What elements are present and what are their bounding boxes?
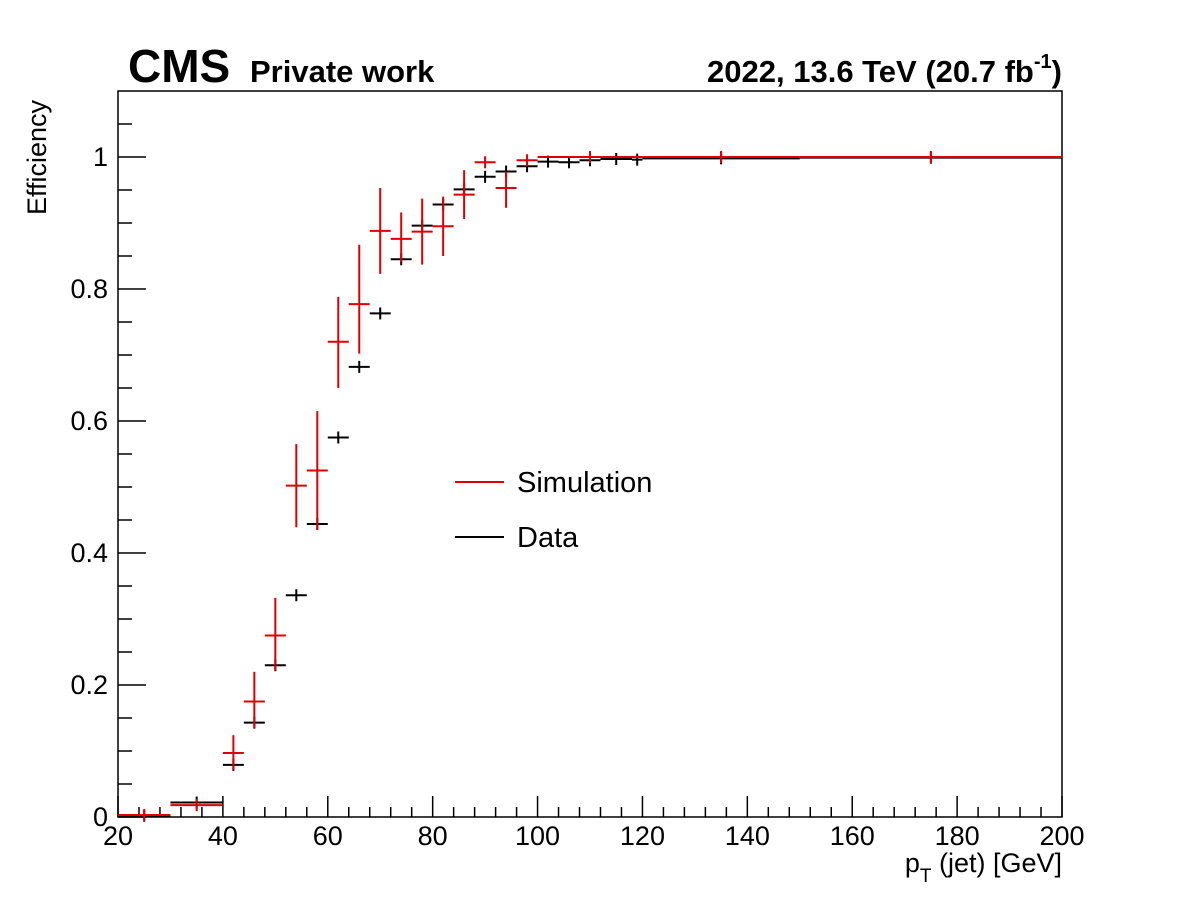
x-axis-label-main: p bbox=[905, 848, 920, 878]
data-point bbox=[285, 444, 307, 528]
y-tick-label: 0.8 bbox=[70, 274, 108, 304]
data-point bbox=[642, 151, 800, 163]
y-tick-label: 0 bbox=[93, 802, 108, 832]
x-tick-label: 160 bbox=[830, 821, 875, 851]
data-point bbox=[306, 411, 328, 530]
x-axis-label-sub: T bbox=[920, 866, 932, 887]
data-point bbox=[170, 799, 223, 812]
x-tick-label: 120 bbox=[620, 821, 665, 851]
legend-label-data: Data bbox=[517, 522, 579, 554]
lumi-text: 2022, 13.6 TeV (20.7 fb bbox=[707, 54, 1034, 89]
lumi-close: ) bbox=[1052, 54, 1062, 89]
x-tick-label: 180 bbox=[935, 821, 980, 851]
data-point bbox=[369, 307, 391, 320]
x-tick-label: 100 bbox=[515, 821, 560, 851]
legend-label-simulation: Simulation bbox=[517, 467, 652, 499]
data-point bbox=[327, 431, 349, 444]
x-tick-label: 40 bbox=[208, 821, 238, 851]
extra-text-label: Private work bbox=[250, 54, 435, 89]
data-point bbox=[264, 597, 286, 671]
data-point bbox=[369, 188, 391, 274]
y-axis-label: Efficiency bbox=[22, 99, 52, 215]
data-point bbox=[432, 196, 454, 256]
x-axis-label-rest: (jet) [GeV] bbox=[931, 848, 1062, 878]
lumi-exponent: -1 bbox=[1034, 51, 1052, 73]
legend: Simulation Data bbox=[455, 467, 652, 554]
x-tick-label: 60 bbox=[313, 821, 343, 851]
data-point bbox=[327, 296, 349, 388]
data-point bbox=[453, 170, 475, 220]
data-point bbox=[474, 156, 496, 169]
x-tick-label: 200 bbox=[1039, 821, 1084, 851]
y-tick-label: 0.2 bbox=[70, 670, 108, 700]
x-axis-label: pT (jet) [GeV] bbox=[905, 848, 1062, 887]
data-point bbox=[495, 171, 517, 208]
data-point bbox=[285, 589, 307, 602]
data-point bbox=[411, 198, 433, 265]
data-point bbox=[390, 212, 412, 262]
data-point bbox=[243, 671, 265, 728]
data-point bbox=[799, 151, 1062, 163]
experiment-label: CMS bbox=[128, 40, 230, 92]
data-point bbox=[516, 154, 538, 167]
y-tick-label: 0.4 bbox=[70, 538, 108, 568]
data-point bbox=[118, 809, 171, 822]
x-tick-label: 20 bbox=[103, 821, 133, 851]
x-tick-label: 80 bbox=[418, 821, 448, 851]
plot-frame bbox=[117, 90, 1063, 818]
lumi-label: 2022, 13.6 TeV (20.7 fb-1) bbox=[707, 51, 1062, 89]
x-tick-label: 140 bbox=[725, 821, 770, 851]
y-tick-label: 1 bbox=[93, 142, 108, 172]
data-point bbox=[537, 151, 643, 163]
data-point bbox=[631, 153, 643, 166]
axes-group: 20 40 60 80 100 120 140 160 180 200 0 0.2 0.4 0.6 0.8 1 bbox=[70, 123, 1085, 851]
simulation-series bbox=[118, 151, 1062, 822]
series-layer bbox=[118, 151, 1062, 822]
data-point bbox=[348, 360, 370, 373]
data-point bbox=[474, 170, 496, 183]
data-point bbox=[222, 735, 244, 770]
data-point bbox=[600, 152, 632, 165]
y-tick-label: 0.6 bbox=[70, 406, 108, 436]
data-point bbox=[558, 156, 580, 169]
data-point bbox=[348, 244, 370, 354]
